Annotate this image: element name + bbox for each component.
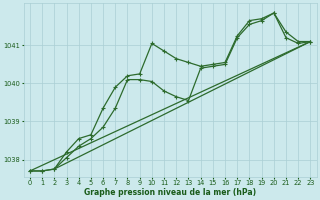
X-axis label: Graphe pression niveau de la mer (hPa): Graphe pression niveau de la mer (hPa) — [84, 188, 256, 197]
